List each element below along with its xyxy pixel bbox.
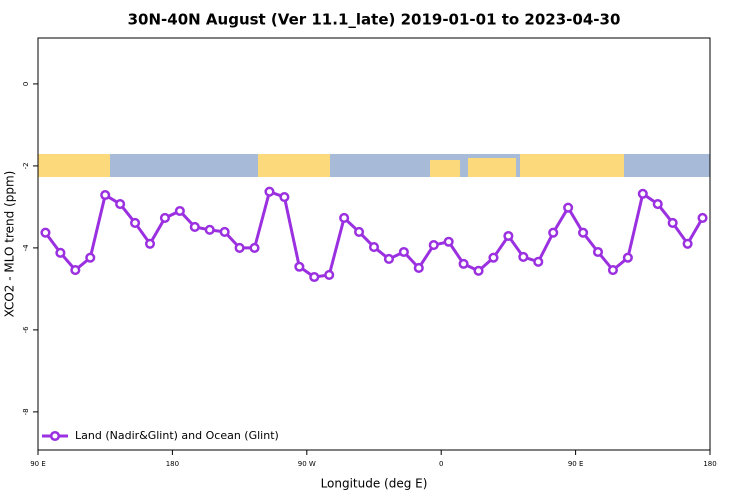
x-tick-label: 90 E <box>568 460 584 468</box>
legend-marker <box>49 430 61 442</box>
x-tick-label: 90 W <box>298 460 316 468</box>
data-point <box>697 212 708 224</box>
data-point <box>309 271 320 283</box>
data-point <box>294 261 305 272</box>
data-point <box>518 251 529 262</box>
data-point <box>637 188 648 199</box>
data-point <box>204 224 215 235</box>
data-point <box>607 264 618 276</box>
data-point <box>383 253 394 265</box>
data-point <box>413 262 424 274</box>
data-point <box>667 217 678 228</box>
data-point <box>100 189 111 201</box>
y-tick-label: -8 <box>22 408 30 415</box>
data-point <box>264 186 275 197</box>
y-tick-label: -6 <box>22 326 30 334</box>
data-point <box>682 238 693 249</box>
x-axis-label: Longitude (deg E) <box>321 477 428 491</box>
data-point <box>115 198 126 210</box>
data-point <box>443 236 454 247</box>
map-strip <box>38 154 710 177</box>
data-point <box>279 192 290 203</box>
data-point <box>652 198 663 210</box>
data-point <box>458 258 469 269</box>
data-point <box>234 242 245 253</box>
data-point <box>219 226 230 237</box>
data-point <box>622 252 633 263</box>
data-point <box>368 242 380 253</box>
data-point <box>159 212 170 224</box>
data-point <box>130 217 141 228</box>
plot-frame <box>37 37 711 451</box>
data-point <box>563 202 574 213</box>
data-point <box>592 246 604 258</box>
y-tick-label: -4 <box>22 244 30 252</box>
y-axis-label: XCO2 - MLO trend (ppm) <box>3 171 17 318</box>
data-point <box>144 238 156 249</box>
data-point <box>533 256 544 267</box>
data-point <box>503 230 514 242</box>
data-point <box>578 227 589 238</box>
data-point <box>548 227 559 238</box>
data-point <box>324 269 335 281</box>
chart-title: 30N-40N August (Ver 11.1_late) 2019-01-0… <box>128 11 621 29</box>
data-point <box>249 242 260 253</box>
data-point <box>488 252 499 263</box>
y-tick-label: -2 <box>22 162 30 169</box>
data-point <box>398 246 409 258</box>
x-tick-label: 0 <box>439 460 443 468</box>
x-tick-label: 90 E <box>30 460 46 468</box>
data-point <box>70 264 81 276</box>
legend-label: Land (Nadir&Glint) and Ocean (Glint) <box>75 429 279 442</box>
data-point <box>174 205 185 217</box>
x-tick-label: 180 <box>703 460 716 468</box>
data-point <box>40 227 51 238</box>
y-tick-label: 0 <box>22 82 30 86</box>
data-point <box>428 239 439 251</box>
data-point <box>85 252 96 263</box>
data-point <box>55 247 66 258</box>
data-line <box>44 189 704 279</box>
data-point <box>354 226 365 237</box>
data-point <box>473 265 484 276</box>
data-point <box>189 221 200 233</box>
data-point <box>339 212 350 224</box>
x-tick-label: 180 <box>166 460 179 468</box>
